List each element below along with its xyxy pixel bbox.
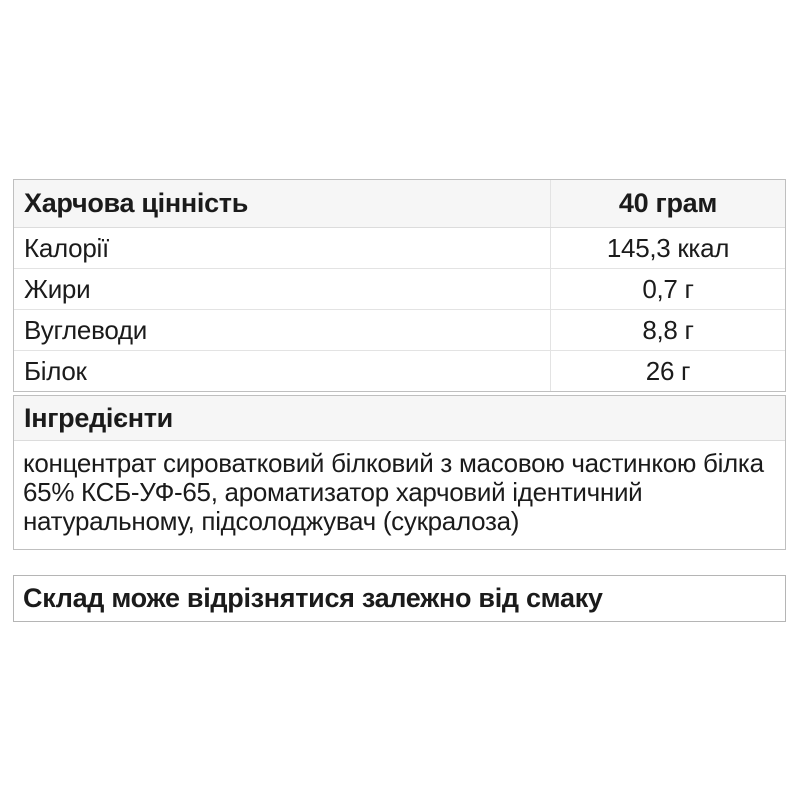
ingredients-text: концентрат сироватковий білковий з масов… [14, 441, 785, 549]
table-row-carbs: Вуглеводи 8,8 г [14, 309, 785, 350]
nutrient-value: 145,3 ккал [550, 228, 785, 268]
nutrient-value: 26 г [550, 351, 785, 391]
nutrient-value: 0,7 г [550, 269, 785, 309]
table-row-protein: Білок 26 г [14, 350, 785, 391]
nutrient-label: Білок [24, 355, 87, 386]
table-row-calories: Калорії 145,3 ккал [14, 228, 785, 268]
nutrition-table-title: Харчова цінність [24, 188, 249, 218]
nutrition-facts-table: Харчова цінність 40 грам Калорії 145,3 к… [13, 179, 786, 392]
nutrient-label: Вуглеводи [24, 314, 147, 345]
nutrient-label: Калорії [24, 232, 109, 263]
nutrient-value: 8,8 г [550, 310, 785, 350]
disclaimer-text: Склад може відрізнятися залежно від смак… [23, 583, 603, 613]
ingredients-section: Інгредієнти концентрат сироватковий білк… [13, 395, 786, 550]
nutrient-label: Жири [24, 273, 91, 304]
table-header-row: Харчова цінність 40 грам [14, 180, 785, 228]
ingredients-title: Інгредієнти [14, 396, 785, 441]
table-row-fats: Жири 0,7 г [14, 268, 785, 309]
disclaimer-section: Склад може відрізнятися залежно від смак… [13, 575, 786, 622]
serving-size-header: 40 грам [550, 180, 785, 227]
